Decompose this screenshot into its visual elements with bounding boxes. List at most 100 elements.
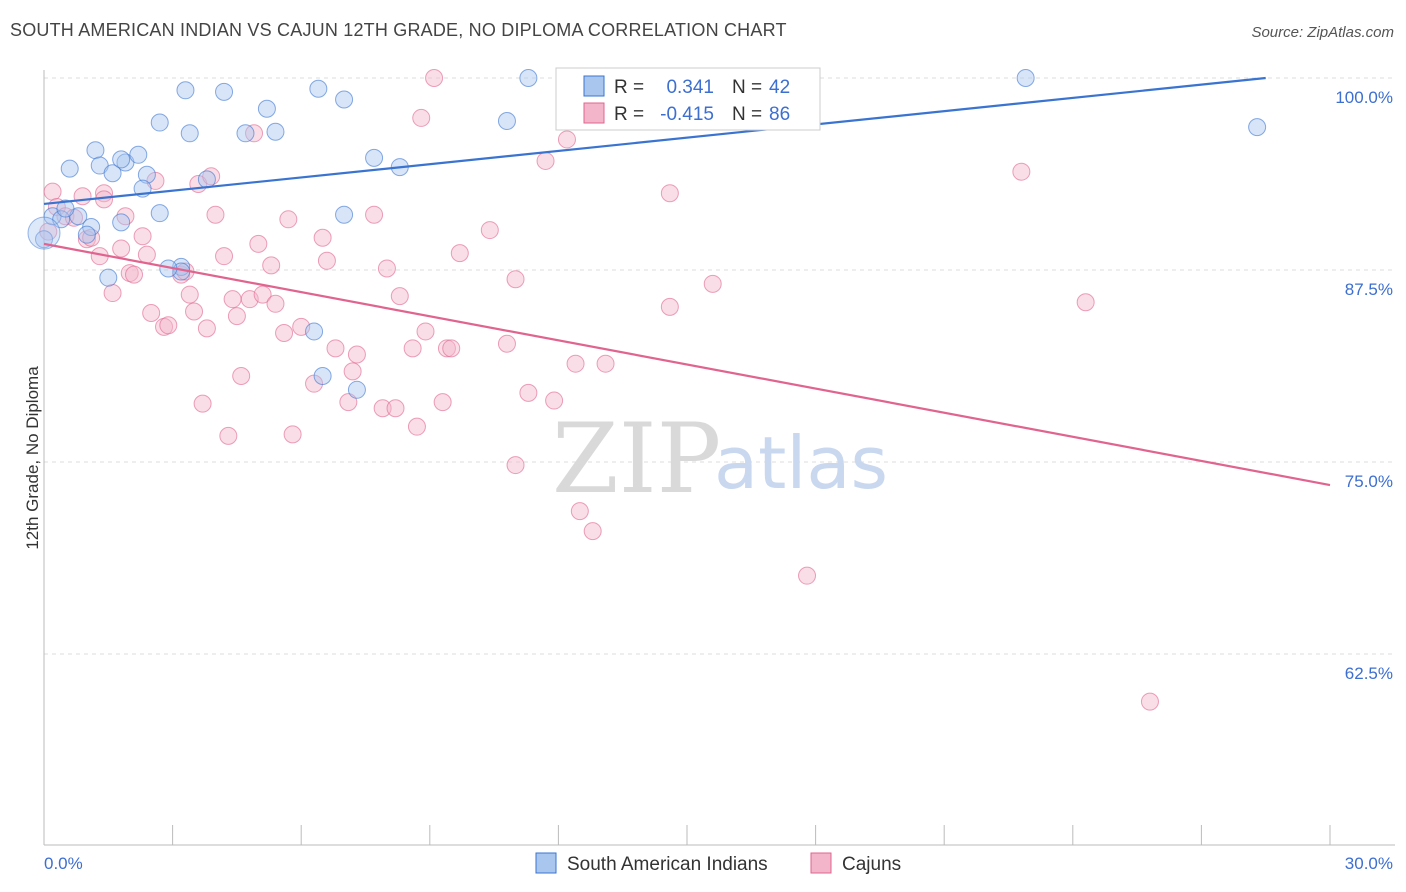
grid-lines bbox=[44, 77, 1395, 655]
cajuns-point bbox=[596, 354, 615, 373]
cajuns-point bbox=[180, 285, 199, 304]
cajuns-point bbox=[313, 228, 332, 247]
cajuns-point bbox=[365, 205, 384, 224]
cajuns-point bbox=[557, 130, 576, 149]
cajuns-point bbox=[545, 391, 564, 410]
south-american-indians-point bbox=[99, 268, 118, 287]
cajuns-point bbox=[283, 425, 302, 444]
cajuns-point bbox=[433, 393, 452, 412]
south-american-indians-point bbox=[519, 69, 538, 87]
cajuns-point bbox=[798, 566, 817, 585]
south-american-indians-point bbox=[150, 113, 169, 132]
cajuns-point bbox=[347, 345, 366, 364]
cajuns-point bbox=[206, 205, 225, 224]
south-american-indians-point bbox=[257, 99, 276, 118]
legend-swatch-blue bbox=[583, 75, 605, 97]
cajuns-point bbox=[416, 322, 435, 341]
cajuns-point bbox=[103, 284, 122, 303]
cajuns-point bbox=[125, 265, 144, 284]
legend-r-value-pink: -0.415 bbox=[660, 104, 714, 125]
y-tick-label: 87.5% bbox=[1345, 280, 1393, 299]
cajuns-point bbox=[480, 221, 499, 240]
legend-r-label-pink: R = bbox=[614, 104, 644, 125]
south-american-indians-point bbox=[365, 148, 384, 167]
cajuns-point bbox=[1076, 293, 1095, 312]
x-tick-labels: 0.0% 30.0% bbox=[44, 854, 1393, 873]
bottom-legend-label-pink: Cajuns bbox=[842, 854, 901, 875]
south-american-indians-point bbox=[1016, 69, 1035, 87]
cajuns-point bbox=[497, 334, 516, 353]
south-american-indians-point bbox=[305, 322, 324, 341]
south-american-indians-point bbox=[60, 159, 79, 178]
cajuns-point bbox=[583, 522, 602, 541]
cajuns-point bbox=[1012, 162, 1031, 181]
cajuns-point bbox=[227, 307, 246, 326]
cajuns-point bbox=[437, 339, 456, 358]
south-american-indians-point bbox=[56, 199, 75, 218]
cajuns-point bbox=[279, 210, 298, 229]
cajuns-point bbox=[185, 302, 204, 321]
cajuns-point bbox=[425, 69, 444, 87]
cajuns-point bbox=[253, 285, 272, 304]
south-american-indians-point bbox=[176, 81, 195, 100]
cajuns-point bbox=[223, 290, 242, 309]
cajuns-point bbox=[403, 339, 422, 358]
south-american-indians-point bbox=[86, 141, 105, 160]
cajuns-point bbox=[412, 108, 431, 127]
y-axis-title: 12th Grade, No Diploma bbox=[23, 366, 42, 550]
cajuns-point bbox=[43, 182, 62, 201]
y-tick-label: 100.0% bbox=[1335, 88, 1393, 107]
source-label: Source: ZipAtlas.com bbox=[1251, 24, 1394, 41]
south-american-indians-point bbox=[103, 164, 122, 183]
watermark: ZIP atlas bbox=[552, 403, 888, 515]
south-american-indians-point bbox=[335, 205, 354, 224]
south-american-indians-point bbox=[1248, 118, 1267, 137]
cajuns-point bbox=[343, 362, 362, 381]
cajuns-point bbox=[137, 245, 156, 264]
bottom-legend-label-blue: South American Indians bbox=[567, 854, 768, 875]
cajuns-point bbox=[703, 274, 722, 293]
cajuns-point bbox=[660, 297, 679, 316]
cajuns-point bbox=[159, 316, 178, 335]
cajuns-point bbox=[536, 151, 555, 170]
cajuns-point bbox=[566, 354, 585, 373]
south-american-indians-point bbox=[236, 124, 255, 143]
bottom-legend-swatch-blue bbox=[535, 852, 557, 874]
bottom-legend-swatch-pink bbox=[810, 852, 832, 874]
legend-n-label-blue: N = bbox=[732, 77, 762, 98]
south-american-indians-point bbox=[309, 79, 328, 98]
cajuns-point bbox=[390, 287, 409, 306]
axes bbox=[43, 70, 1395, 846]
legend-n-value-pink: 86 bbox=[769, 104, 790, 125]
legend-r-label-blue: R = bbox=[614, 77, 644, 98]
south-american-indians-point bbox=[335, 90, 354, 109]
south-american-indians-point bbox=[180, 124, 199, 143]
cajuns-point bbox=[266, 294, 285, 313]
cajuns-point bbox=[232, 366, 251, 385]
cajuns-point bbox=[570, 502, 589, 521]
watermark-zip: ZIP bbox=[552, 403, 721, 515]
y-tick-label: 62.5% bbox=[1345, 664, 1393, 683]
cajuns-point bbox=[142, 304, 161, 323]
cajuns-point bbox=[450, 244, 469, 263]
cajuns-point bbox=[1140, 692, 1159, 711]
south-american-indians-point bbox=[313, 366, 332, 385]
cajuns-point bbox=[373, 399, 392, 418]
x-tick-label: 30.0% bbox=[1345, 854, 1393, 873]
watermark-atlas: atlas bbox=[714, 421, 888, 505]
legend-n-label-pink: N = bbox=[732, 104, 762, 125]
cajuns-trend-line bbox=[43, 242, 1331, 487]
cajuns-point bbox=[112, 239, 131, 258]
south-american-indians-point bbox=[215, 82, 234, 101]
series-legend: South American Indians Cajuns bbox=[535, 852, 901, 875]
south-american-indians-point bbox=[27, 216, 61, 250]
south-american-indians-point bbox=[150, 204, 169, 223]
chart-title: SOUTH AMERICAN INDIAN VS CAJUN 12TH GRAD… bbox=[10, 20, 787, 40]
cajuns-point bbox=[442, 339, 461, 358]
cajuns-point bbox=[249, 234, 268, 253]
south-american-indians-point bbox=[77, 225, 96, 244]
south-american-indians-points bbox=[27, 69, 1267, 399]
cajuns-point bbox=[317, 251, 336, 270]
cajuns-point bbox=[73, 187, 92, 206]
cajuns-point bbox=[339, 393, 358, 412]
